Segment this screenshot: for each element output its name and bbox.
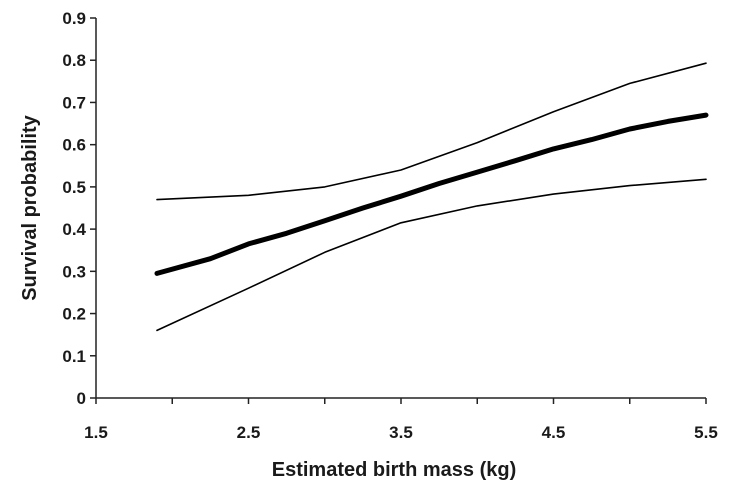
x-tick-label: 4.5	[542, 423, 566, 442]
y-tick-label: 0	[77, 389, 86, 408]
y-tick-label: 0.3	[62, 262, 86, 281]
y-tick-label: 0.5	[62, 178, 86, 197]
y-tick-label: 0.7	[62, 93, 86, 112]
x-axis-ticks: 1.5 2.5 3.5 4.5 5.5	[84, 398, 718, 442]
x-tick-label: 5.5	[694, 423, 718, 442]
upper-bound-line	[156, 62, 707, 201]
x-tick-label: 2.5	[237, 423, 261, 442]
y-tick-label: 0.1	[62, 347, 86, 366]
y-tick-label: 0.2	[62, 305, 86, 324]
y-tick-label: 0.9	[62, 9, 86, 28]
x-axis-title: Estimated birth mass (kg)	[272, 459, 517, 481]
plot-lines	[154, 62, 709, 332]
axes	[95, 18, 706, 399]
x-tick-label: 3.5	[389, 423, 413, 442]
estimate-line	[154, 112, 709, 276]
y-tick-label: 0.6	[62, 136, 86, 155]
y-axis-title: Survival probability	[19, 114, 41, 300]
y-axis-ticks: 0 0.1 0.2 0.3 0.4 0.5 0.6 0.7 0.8 0.9	[62, 9, 96, 408]
x-tick-label: 1.5	[84, 423, 108, 442]
y-tick-label: 0.4	[62, 220, 86, 239]
lower-bound-line	[156, 178, 707, 332]
y-tick-label: 0.8	[62, 51, 86, 70]
